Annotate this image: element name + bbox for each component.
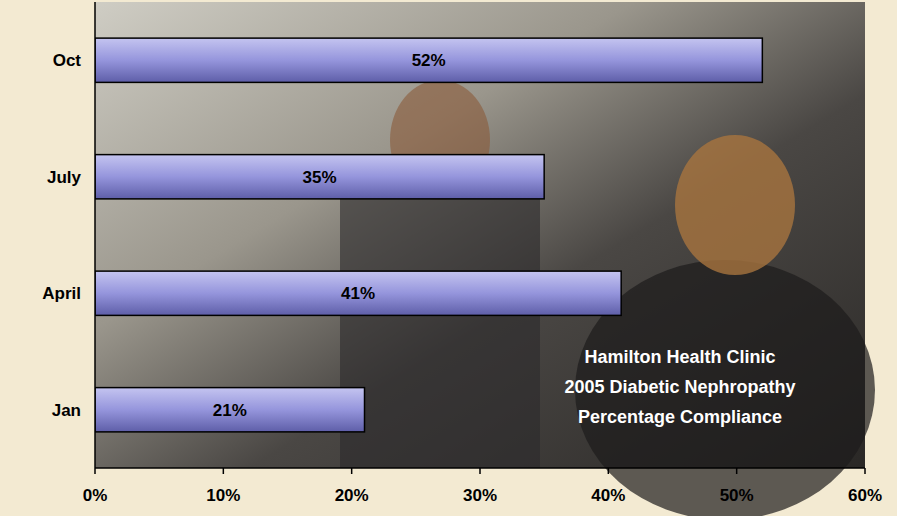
tick	[351, 468, 353, 474]
photo-shape	[340, 170, 540, 468]
tick	[479, 468, 481, 474]
title-line: Percentage Compliance	[578, 407, 782, 427]
tick-label: 10%	[206, 486, 240, 505]
tick	[736, 468, 738, 474]
tick	[864, 468, 866, 474]
tick	[608, 468, 610, 474]
category-label: Oct	[53, 51, 82, 70]
title-line: Hamilton Health Clinic	[584, 347, 775, 367]
tick	[94, 468, 96, 474]
bar	[95, 388, 365, 432]
tick-label: 20%	[335, 486, 369, 505]
category-label: July	[47, 168, 82, 187]
chart: 21% 41% 35% 52% Jan April July Oct 0% 10% 20% 30% 40…	[0, 0, 897, 516]
bar	[95, 271, 621, 315]
data-label: 41%	[341, 284, 375, 303]
tick-label: 30%	[463, 486, 497, 505]
category-label: April	[42, 284, 81, 303]
bar	[95, 155, 544, 199]
data-label: 35%	[303, 168, 337, 187]
bar	[95, 38, 762, 82]
bars	[95, 38, 762, 432]
y-axis	[94, 2, 96, 468]
tick-label: 0%	[83, 486, 108, 505]
title-line: 2005 Diabetic Nephropathy	[564, 377, 795, 397]
tick	[223, 468, 225, 474]
title: Hamilton Health Clinic 2005 Diabetic Neph…	[564, 347, 795, 427]
photo-shape	[675, 135, 795, 275]
data-label: 52%	[412, 51, 446, 70]
data-label: 21%	[213, 401, 247, 420]
tick-label: 40%	[591, 486, 625, 505]
category-label: Jan	[52, 401, 81, 420]
tick-label: 60%	[848, 486, 882, 505]
tick-label: 50%	[720, 486, 754, 505]
